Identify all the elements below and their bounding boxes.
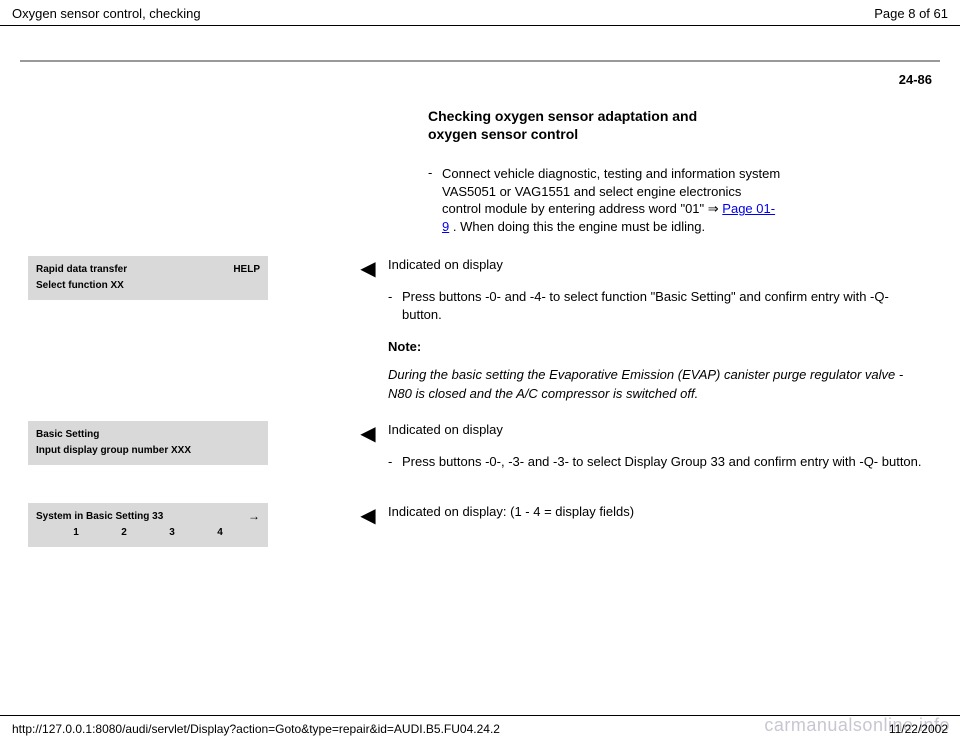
display1-line2: Select function XX: [36, 278, 260, 294]
field-4: 4: [217, 525, 223, 541]
arrow-right-icon: ⇒: [708, 201, 719, 216]
footer-date: 11/22/2002: [889, 722, 948, 736]
note-label: Note:: [388, 338, 922, 356]
note-body: During the basic setting the Evaporative…: [388, 366, 922, 402]
step1-text-post: . When doing this the engine must be idl…: [453, 219, 705, 234]
indicated-label-3: Indicated on display: (1 - 4 = display f…: [388, 503, 922, 521]
heading-line2: oxygen sensor control: [428, 126, 578, 142]
triangle-left-icon: ◀: [348, 421, 388, 446]
display3-line1: System in Basic Setting 33: [36, 509, 260, 525]
display2-line2: Input display group number XXX: [36, 443, 260, 459]
section-heading: Checking oxygen sensor adaptation and ox…: [428, 107, 932, 143]
page-header: Oxygen sensor control, checking Page 8 o…: [0, 0, 960, 26]
block1-bullet-text: Press buttons -0- and -4- to select func…: [402, 288, 922, 324]
page-number: 24-86: [0, 62, 960, 87]
arrow-right-icon: →: [248, 507, 260, 526]
bullet-dash: -: [388, 288, 402, 324]
footer-url: http://127.0.0.1:8080/audi/servlet/Displ…: [12, 722, 500, 736]
display-box-system-33: → System in Basic Setting 33 1 2 3 4: [28, 503, 268, 547]
row-basic-setting: Basic Setting Input display group number…: [28, 421, 932, 485]
bullet-dash: -: [388, 453, 402, 471]
content-area: Checking oxygen sensor adaptation and ox…: [0, 87, 960, 547]
bullet-dash: -: [428, 165, 442, 235]
indicated-label-2: Indicated on display: [388, 421, 922, 439]
step-connect-diagnostic: - Connect vehicle diagnostic, testing an…: [428, 165, 932, 235]
triangle-left-icon: ◀: [348, 503, 388, 528]
display-box-basic-setting: Basic Setting Input display group number…: [28, 421, 268, 465]
field-3: 3: [169, 525, 175, 541]
display1-right: HELP: [233, 262, 260, 278]
page-footer: http://127.0.0.1:8080/audi/servlet/Displ…: [0, 715, 960, 742]
indicated-label-1: Indicated on display: [388, 256, 922, 274]
field-1: 1: [73, 525, 79, 541]
heading-line1: Checking oxygen sensor adaptation and: [428, 108, 697, 124]
block2-bullet-text: Press buttons -0-, -3- and -3- to select…: [402, 453, 922, 471]
header-title: Oxygen sensor control, checking: [12, 6, 201, 21]
row-system-basic-33: → System in Basic Setting 33 1 2 3 4 ◀ I…: [28, 503, 932, 547]
field-2: 2: [121, 525, 127, 541]
display2-line1: Basic Setting: [36, 427, 260, 443]
header-page-of: Page 8 of 61: [874, 6, 948, 21]
display1-left: Rapid data transfer: [36, 262, 127, 278]
triangle-left-icon: ◀: [348, 256, 388, 281]
display-box-rapid: Rapid data transfer HELP Select function…: [28, 256, 268, 300]
row-rapid-data-transfer: Rapid data transfer HELP Select function…: [28, 256, 932, 403]
